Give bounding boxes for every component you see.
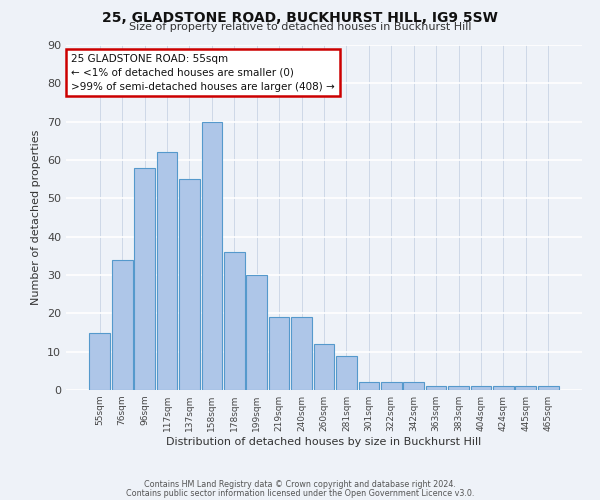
Bar [470,386,491,390]
Bar [426,386,446,390]
Bar [359,382,379,390]
Bar [224,252,245,390]
Bar [403,382,424,390]
Bar [134,168,155,390]
Bar [336,356,357,390]
Bar [112,260,133,390]
X-axis label: Distribution of detached houses by size in Buckhurst Hill: Distribution of detached houses by size … [166,437,482,447]
Bar [291,317,312,390]
Text: 25 GLADSTONE ROAD: 55sqm
← <1% of detached houses are smaller (0)
>99% of semi-d: 25 GLADSTONE ROAD: 55sqm ← <1% of detach… [71,54,335,92]
Bar [202,122,222,390]
Text: Size of property relative to detached houses in Buckhurst Hill: Size of property relative to detached ho… [129,22,471,32]
Text: Contains public sector information licensed under the Open Government Licence v3: Contains public sector information licen… [126,488,474,498]
Bar [448,386,469,390]
Bar [314,344,334,390]
Y-axis label: Number of detached properties: Number of detached properties [31,130,41,305]
Bar [89,332,110,390]
Bar [179,179,200,390]
Bar [381,382,401,390]
Bar [515,386,536,390]
Bar [247,275,267,390]
Bar [538,386,559,390]
Bar [269,317,289,390]
Text: Contains HM Land Registry data © Crown copyright and database right 2024.: Contains HM Land Registry data © Crown c… [144,480,456,489]
Text: 25, GLADSTONE ROAD, BUCKHURST HILL, IG9 5SW: 25, GLADSTONE ROAD, BUCKHURST HILL, IG9 … [102,11,498,25]
Bar [157,152,178,390]
Bar [493,386,514,390]
